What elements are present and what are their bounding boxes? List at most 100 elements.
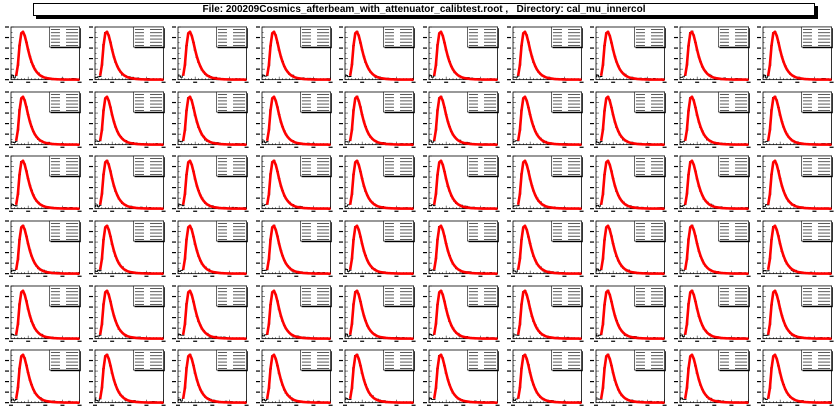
y-axis-ticks [178,91,182,145]
stats-box [49,285,81,307]
stats-box [717,220,750,243]
panel-plot [590,349,667,407]
histogram-panel [0,216,84,281]
x-tick-label-marks [427,81,500,83]
histogram-panel [334,345,418,410]
histogram-panel [502,345,586,410]
histogram-panel [752,22,836,87]
y-tick-label-marks [590,349,595,404]
y-tick-label-marks [590,155,595,210]
stats-box [49,350,81,372]
histogram-panel [167,216,251,281]
fit-curve [600,289,665,340]
fit-curve [14,159,80,211]
file-directory-title: File: 200209Cosmics_afterbeam_with_atten… [33,3,815,16]
y-tick-label-marks [673,91,678,145]
y-tick-label-marks [172,91,177,145]
panel-plot [255,91,333,148]
stats-box [634,220,666,243]
panel-plot [506,349,584,407]
stats-box [801,285,834,307]
fit-curve [98,289,164,340]
histogram-panel [585,87,669,152]
panel-plot [423,26,500,83]
panel-plot [506,220,584,277]
panel-plot [590,220,667,277]
x-tick-label-marks [259,81,333,83]
y-axis-ticks [763,26,767,80]
panel-plot [590,285,667,342]
x-tick-label-marks [677,146,751,148]
stats-box [467,285,499,307]
y-axis-ticks [512,285,516,339]
histogram-panel [167,87,251,152]
fit-curve [683,30,749,81]
histogram-panel [334,281,418,346]
panel-plot [339,155,416,213]
fit-curve [432,224,498,275]
y-axis-ticks [178,26,182,80]
x-tick-label-marks [427,404,500,407]
y-tick-label-marks [590,91,595,145]
y-axis-ticks [679,285,683,339]
y-axis-ticks [679,350,683,404]
fit-curve [767,95,832,146]
histogram-panel [251,22,335,87]
stats-box [634,285,666,307]
histogram-panel [669,345,753,410]
histogram-panel [585,216,669,281]
histogram-panel [251,281,335,346]
stats-box [801,156,834,178]
fit-curve [14,95,80,146]
y-axis-ticks [94,285,98,339]
y-axis-ticks [11,156,15,210]
x-tick-label-marks [510,275,584,277]
y-axis-ticks [94,350,98,404]
stats-box [132,26,165,49]
fit-curve [683,353,749,405]
stats-box [49,91,81,113]
panel-plot [590,91,667,148]
y-axis-ticks [679,26,683,80]
stats-box [550,350,583,372]
panel-plot [339,91,416,148]
y-tick-label-marks [5,220,10,275]
stats-box [299,156,332,178]
x-tick-label-marks [427,210,500,213]
stats-box [801,350,834,372]
panel-plot [172,155,249,213]
panel-plot [5,285,82,342]
x-tick-label-marks [259,275,333,277]
panel-plot [673,155,751,213]
fit-curve [683,289,749,340]
x-tick-label-marks [761,210,834,213]
stats-box [49,220,81,243]
y-tick-label-marks [506,220,511,275]
fit-curve [767,30,832,81]
histogram-panel [669,22,753,87]
y-axis-ticks [345,156,349,210]
fit-curve [600,353,665,405]
stats-box [49,26,81,49]
x-tick-label-marks [92,404,166,407]
x-tick-label-marks [510,404,584,407]
fit-curve [516,289,582,340]
histogram-panel [0,151,84,216]
stats-box [132,156,165,178]
y-axis-ticks [261,350,265,404]
stats-box [550,285,583,307]
x-tick-label-marks [594,81,667,83]
y-tick-label-marks [255,91,260,145]
histogram-panel [251,151,335,216]
panel-plot [172,26,249,83]
histogram-panel [585,281,669,346]
x-tick-label-marks [594,210,667,213]
fit-curve [265,289,331,340]
y-tick-label-marks [339,285,344,339]
panel-plot [339,26,416,83]
histogram-panel [0,87,84,152]
stats-box [550,91,583,113]
x-tick-label-marks [259,210,333,213]
histogram-panel [84,216,168,281]
